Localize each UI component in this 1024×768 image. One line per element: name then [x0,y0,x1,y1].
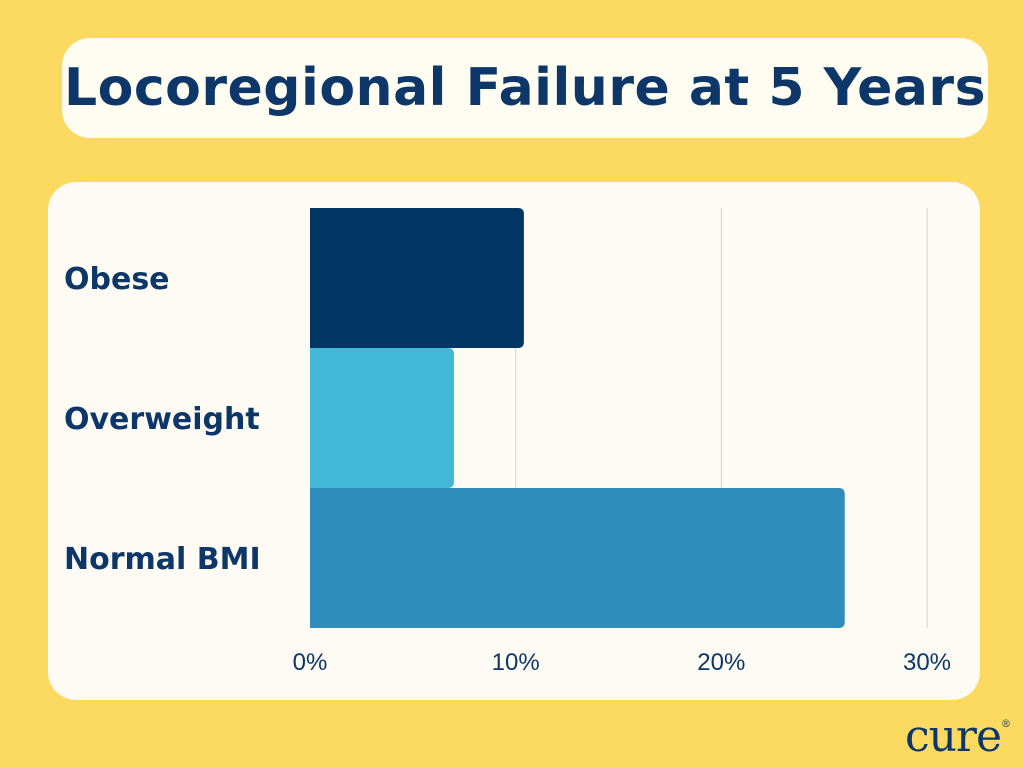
registered-mark-icon: ® [1001,719,1011,730]
chart-panel: Obese Overweight Normal BMI 0% 10% 20% 30% [48,182,980,700]
title-card: Locoregional Failure at 5 Years [62,38,988,138]
bar-obese [310,208,524,348]
x-tick-label-20: 20% [697,649,745,676]
bar-normal-bmi [310,488,845,628]
category-label-normal-bmi: Normal BMI [64,542,261,577]
x-tick-label-0: 0% [293,649,328,676]
bar-overweight [310,348,454,488]
category-label-overweight: Overweight [64,402,260,437]
category-label-obese: Obese [64,262,170,297]
bar-chart: Obese Overweight Normal BMI 0% 10% 20% 30% [64,208,951,676]
logo-text: cure [904,711,1002,762]
cure-logo: cure® [904,711,1011,762]
x-tick-label-30: 30% [903,649,951,676]
x-tick-label-10: 10% [492,649,540,676]
page-title: Locoregional Failure at 5 Years [63,58,987,118]
